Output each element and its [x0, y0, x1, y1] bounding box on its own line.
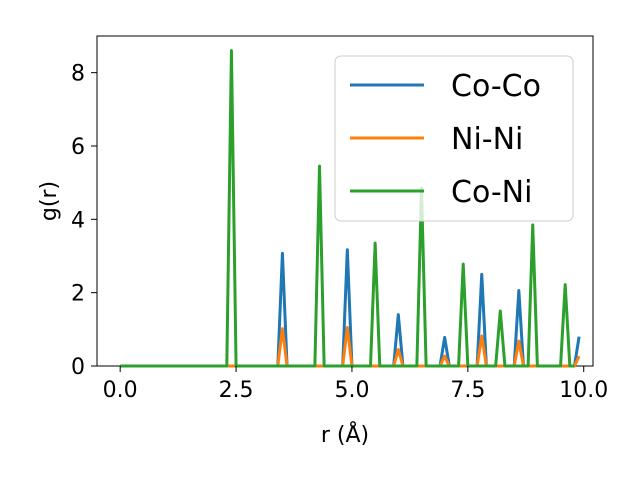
y-tick-label: 6	[71, 135, 85, 160]
legend: Co-Co Ni-Ni Co-Ni	[334, 55, 574, 222]
x-axis-label: r (Å)	[321, 421, 369, 448]
y-axis-ticks: 0 2 4 6 8	[71, 62, 97, 380]
series-line-co-ni	[120, 49, 575, 368]
y-tick-label: 2	[71, 282, 85, 307]
y-tick-label: 0	[71, 355, 85, 380]
legend-label-ni-ni: Ni-Ni	[451, 122, 523, 157]
series-layer	[120, 49, 581, 368]
legend-frame	[334, 55, 574, 222]
x-tick-label: 5.0	[334, 378, 369, 403]
x-tick-label: 7.5	[450, 378, 485, 403]
x-tick-label: 2.5	[219, 378, 254, 403]
y-axis-label: g(r)	[37, 181, 62, 221]
y-tick-label: 4	[71, 208, 85, 233]
x-tick-label: 10.0	[559, 378, 608, 403]
plot-area	[96, 35, 594, 368]
x-axis-ticks: 0.0 2.5 5.0 7.5 10.0	[103, 366, 608, 403]
x-tick-label: 0.0	[103, 378, 138, 403]
y-tick-label: 8	[71, 62, 85, 87]
legend-label-co-ni: Co-Ni	[451, 175, 532, 210]
legend-label-co-co: Co-Co	[451, 69, 541, 104]
